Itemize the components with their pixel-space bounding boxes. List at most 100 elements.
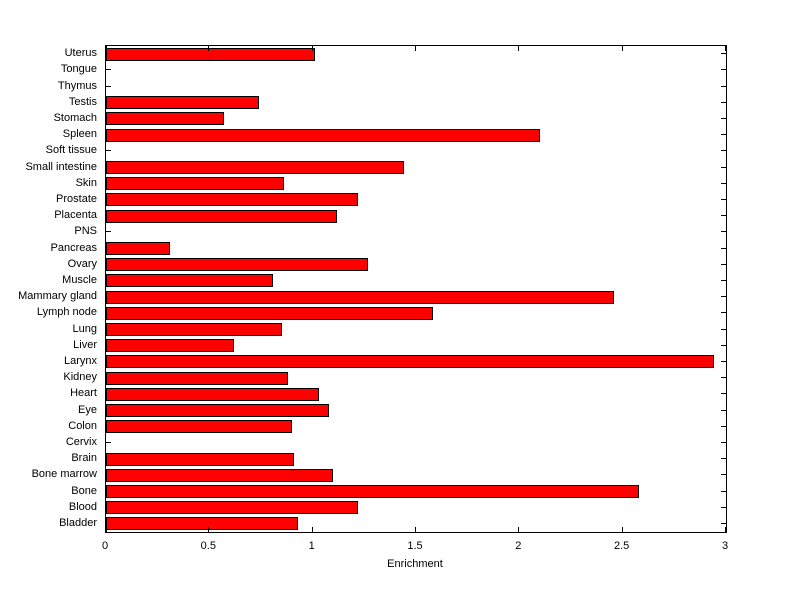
y-tick-label: PNS: [74, 225, 97, 238]
y-tick-label: Skin: [75, 176, 97, 189]
y-tick-label: Small intestine: [25, 160, 97, 173]
bar-bone-marrow: [106, 468, 334, 482]
bar-colon: [106, 420, 292, 434]
tick-mark: [106, 69, 111, 70]
tick-mark: [721, 248, 726, 249]
bar-mammary-gland: [106, 290, 615, 304]
bar-prostate: [106, 193, 359, 207]
tick-mark: [312, 527, 313, 532]
bar-bone: [106, 485, 640, 498]
y-tick-label: Soft tissue: [45, 144, 97, 157]
y-tick-label: Spleen: [62, 128, 97, 141]
y-tick-label: Kidney: [63, 371, 97, 384]
y-tick-label: Brain: [71, 452, 97, 465]
tick-mark: [721, 86, 726, 87]
tick-mark: [208, 46, 209, 51]
bar-small-intestine: [106, 161, 404, 174]
bar-blood: [106, 501, 359, 515]
y-tick-label: Mammary gland: [18, 290, 97, 303]
y-tick-label: Cervix: [65, 435, 97, 448]
y-tick-label: Thymus: [57, 79, 97, 92]
bar-pancreas: [106, 242, 171, 255]
x-tick-label: 2: [515, 540, 522, 552]
y-tick-label: Ovary: [67, 257, 97, 270]
bar-heart: [106, 387, 319, 401]
tick-mark: [721, 523, 726, 524]
tick-mark: [106, 231, 111, 232]
bar-lung: [106, 323, 282, 336]
tick-mark: [721, 393, 726, 394]
y-tick-label: Heart: [70, 387, 97, 400]
bar-uterus: [106, 47, 315, 61]
tick-mark: [721, 377, 726, 378]
y-tick-label: Tongue: [60, 63, 97, 76]
y-tick-label: Bone: [71, 484, 97, 497]
y-tick-label: Lung: [72, 322, 97, 335]
y-tick-label: Stomach: [53, 111, 97, 124]
tick-mark: [721, 426, 726, 427]
tick-mark: [725, 527, 726, 532]
tick-mark: [312, 46, 313, 51]
y-tick-label: Muscle: [62, 273, 97, 286]
tick-mark: [721, 507, 726, 508]
tick-mark: [721, 167, 726, 168]
x-tick-label: 0: [101, 540, 109, 552]
tick-mark: [721, 231, 726, 232]
y-tick-label: Prostate: [56, 192, 97, 205]
tick-mark: [721, 102, 726, 103]
tick-mark: [208, 527, 209, 532]
tick-mark: [721, 474, 726, 475]
y-tick-label: Blood: [68, 500, 97, 513]
y-tick-label: Bladder: [59, 516, 97, 529]
bar-skin: [106, 177, 284, 191]
x-tick-label: 2.5: [614, 540, 630, 552]
tick-mark: [721, 215, 726, 216]
y-tick-label: Pancreas: [50, 241, 97, 254]
tick-mark: [725, 46, 726, 51]
tick-mark: [721, 280, 726, 281]
y-tick-label: Larynx: [63, 354, 97, 367]
bar-muscle: [106, 274, 274, 288]
x-tick-label: 3: [721, 540, 729, 552]
tick-mark: [622, 527, 623, 532]
tick-mark: [106, 527, 107, 532]
tick-mark: [106, 150, 111, 151]
tick-mark: [622, 46, 623, 51]
y-tick-label: Lymph node: [36, 306, 97, 319]
x-tick-label: 1.5: [407, 540, 423, 552]
y-tick-label: Testis: [68, 95, 97, 108]
tick-mark: [106, 86, 111, 87]
bar-bladder: [106, 517, 299, 531]
tick-mark: [721, 442, 726, 443]
tick-mark: [415, 46, 416, 51]
bar-stomach: [106, 112, 224, 126]
tick-mark: [721, 296, 726, 297]
bar-testis: [106, 96, 259, 110]
y-tick-label: Uterus: [64, 47, 97, 60]
tick-mark: [721, 53, 726, 54]
tick-mark: [721, 491, 726, 492]
y-tick-label: Placenta: [54, 209, 97, 222]
tick-mark: [106, 46, 107, 51]
tick-mark: [106, 442, 111, 443]
tick-mark: [721, 150, 726, 151]
bar-kidney: [106, 371, 288, 385]
y-tick-label: Eye: [78, 403, 97, 416]
bar-eye: [106, 404, 330, 417]
tick-mark: [721, 458, 726, 459]
tick-mark: [415, 527, 416, 532]
tick-mark: [721, 134, 726, 135]
bar-ovary: [106, 258, 369, 272]
bar-larynx: [106, 355, 714, 369]
bar-placenta: [106, 209, 338, 223]
tick-mark: [721, 183, 726, 184]
bar-liver: [106, 339, 235, 353]
y-tick-label: Colon: [68, 419, 97, 432]
y-tick-label: Liver: [73, 338, 97, 351]
tick-mark: [721, 118, 726, 119]
tick-mark: [721, 264, 726, 265]
x-axis-label: Enrichment: [387, 558, 443, 570]
bar-lymph-node: [106, 306, 433, 320]
y-tick-label: Bone marrow: [31, 468, 97, 481]
